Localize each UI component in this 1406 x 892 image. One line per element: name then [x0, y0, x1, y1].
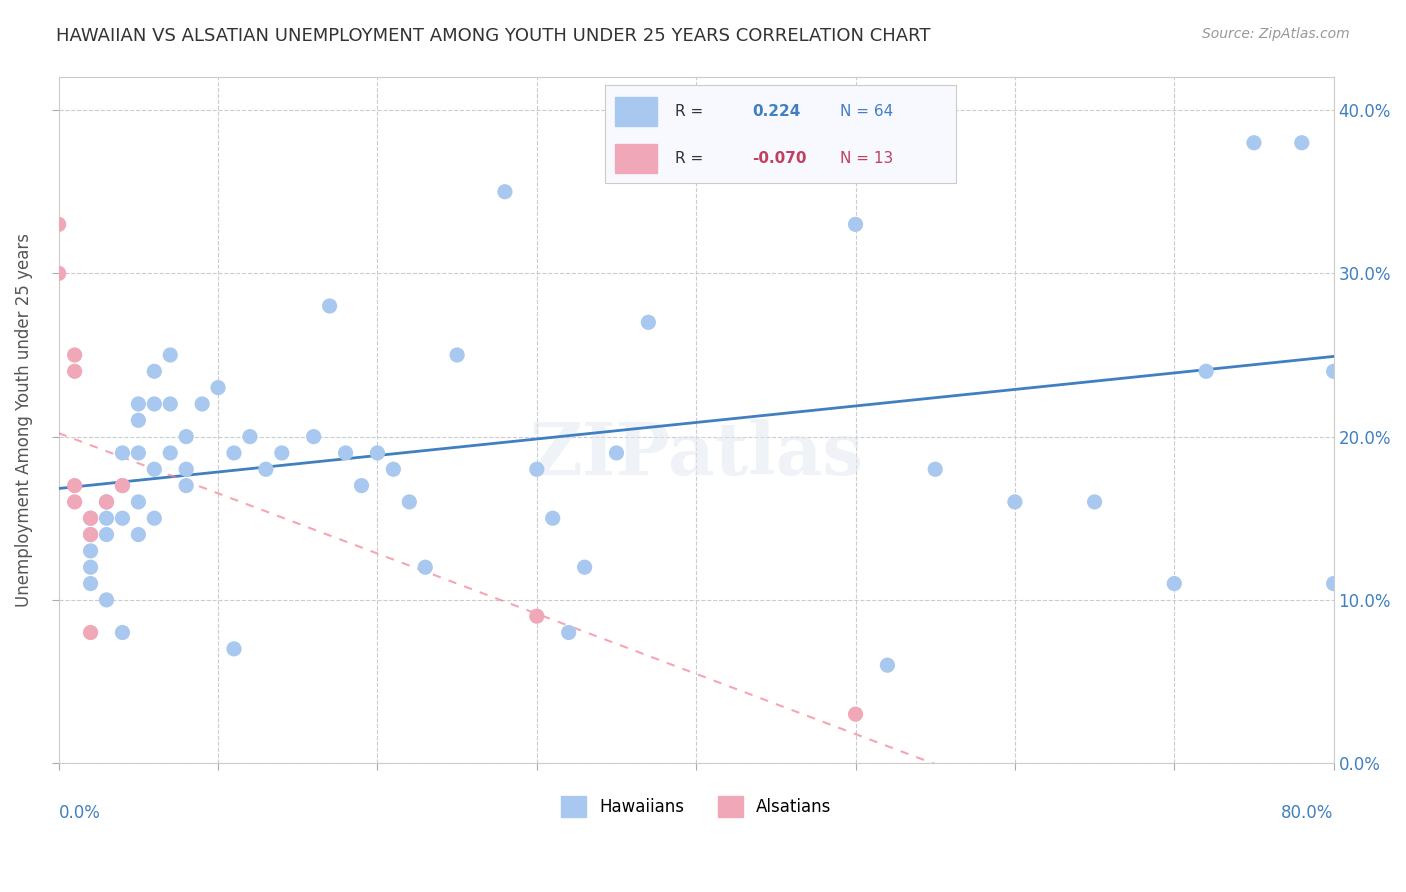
Point — [174, 478, 197, 492]
Point — [1084, 495, 1107, 509]
Point — [605, 446, 627, 460]
Point — [541, 511, 564, 525]
Point — [876, 658, 898, 673]
Point — [844, 707, 866, 722]
Point — [350, 478, 373, 492]
Point — [96, 527, 118, 541]
Point — [111, 478, 134, 492]
Point — [111, 446, 134, 460]
Point — [79, 625, 101, 640]
Text: N = 13: N = 13 — [841, 151, 893, 166]
Point — [48, 266, 70, 280]
Point — [96, 592, 118, 607]
Point — [207, 381, 229, 395]
Point — [127, 413, 149, 427]
Point — [111, 625, 134, 640]
Point — [63, 478, 86, 492]
FancyBboxPatch shape — [616, 96, 658, 126]
Point — [174, 462, 197, 476]
Point — [1323, 576, 1346, 591]
Text: 0.0%: 0.0% — [59, 805, 101, 822]
Point — [79, 511, 101, 525]
Point — [143, 511, 166, 525]
Point — [143, 462, 166, 476]
Point — [63, 348, 86, 362]
Point — [48, 218, 70, 232]
Point — [446, 348, 468, 362]
Point — [844, 218, 866, 232]
FancyBboxPatch shape — [616, 144, 658, 173]
Text: N = 64: N = 64 — [841, 103, 893, 119]
Point — [159, 348, 181, 362]
Point — [413, 560, 436, 574]
Point — [1243, 136, 1265, 150]
Point — [79, 560, 101, 574]
Point — [717, 103, 740, 117]
Point — [1291, 136, 1313, 150]
Text: 80.0%: 80.0% — [1281, 805, 1334, 822]
Point — [1195, 364, 1218, 378]
Point — [318, 299, 340, 313]
Point — [79, 544, 101, 558]
Point — [111, 511, 134, 525]
Text: HAWAIIAN VS ALSATIAN UNEMPLOYMENT AMONG YOUTH UNDER 25 YEARS CORRELATION CHART: HAWAIIAN VS ALSATIAN UNEMPLOYMENT AMONG … — [56, 27, 931, 45]
Point — [637, 315, 659, 329]
Point — [382, 462, 405, 476]
Point — [79, 527, 101, 541]
Point — [63, 364, 86, 378]
Point — [574, 560, 596, 574]
Point — [63, 495, 86, 509]
Text: Source: ZipAtlas.com: Source: ZipAtlas.com — [1202, 27, 1350, 41]
Point — [270, 446, 292, 460]
Point — [335, 446, 357, 460]
Point — [222, 641, 245, 656]
Point — [174, 429, 197, 443]
Point — [526, 462, 548, 476]
Point — [96, 495, 118, 509]
Text: ZIPatlas: ZIPatlas — [529, 419, 863, 490]
Point — [222, 446, 245, 460]
Point — [526, 609, 548, 624]
Point — [366, 446, 388, 460]
Point — [127, 397, 149, 411]
Point — [302, 429, 325, 443]
Point — [159, 446, 181, 460]
Legend: Hawaiians, Alsatians: Hawaiians, Alsatians — [554, 789, 838, 823]
Point — [127, 495, 149, 509]
Point — [111, 478, 134, 492]
Point — [143, 397, 166, 411]
Point — [1323, 364, 1346, 378]
Point — [159, 397, 181, 411]
Y-axis label: Unemployment Among Youth under 25 years: Unemployment Among Youth under 25 years — [15, 234, 32, 607]
Point — [239, 429, 262, 443]
Text: -0.070: -0.070 — [752, 151, 807, 166]
Point — [79, 527, 101, 541]
Point — [254, 462, 277, 476]
Point — [127, 446, 149, 460]
Point — [924, 462, 946, 476]
Point — [79, 576, 101, 591]
Point — [1163, 576, 1185, 591]
Text: 0.224: 0.224 — [752, 103, 800, 119]
Point — [96, 511, 118, 525]
Point — [494, 185, 516, 199]
Point — [143, 364, 166, 378]
Point — [398, 495, 420, 509]
Point — [96, 495, 118, 509]
Text: R =: R = — [675, 103, 703, 119]
Point — [1004, 495, 1026, 509]
Point — [557, 625, 579, 640]
Point — [685, 103, 707, 117]
Point — [191, 397, 214, 411]
Text: R =: R = — [675, 151, 703, 166]
Point — [79, 511, 101, 525]
Point — [127, 527, 149, 541]
